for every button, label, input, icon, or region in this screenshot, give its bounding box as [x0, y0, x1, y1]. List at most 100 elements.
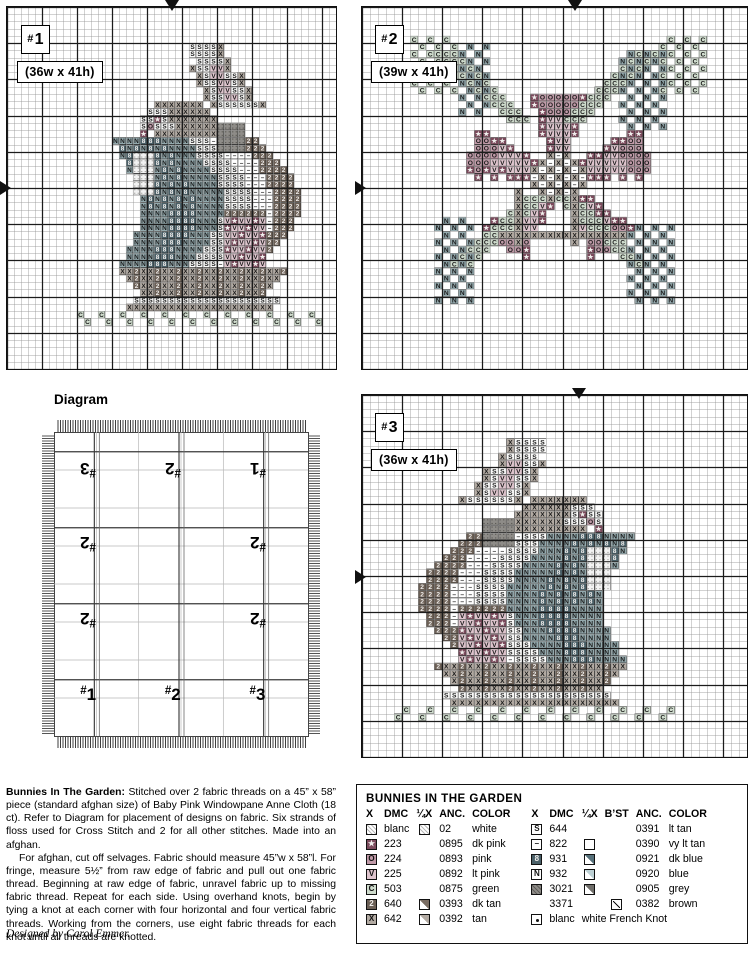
legend-symbol-cell: S	[531, 822, 549, 837]
designer-credit: Designed by Carol Emmer.	[6, 928, 131, 940]
legend-symbol-cell: ★	[366, 837, 384, 852]
chart-panel-1: #1 (36w x 41h)	[6, 6, 337, 370]
legend-color-cell: white	[472, 823, 497, 835]
legend-row: V 225 0892 lt pink	[366, 867, 517, 882]
instructions-para-2: For afghan, cut off selvages. Fabric sho…	[6, 852, 336, 943]
diagram-cell-label: #2	[249, 609, 266, 629]
legend-anchor-cell: 0892	[439, 868, 463, 880]
legend-symbol-cell	[531, 882, 549, 897]
legend-dmc-cell: 3371	[549, 898, 573, 910]
legend-dmc-cell: 224	[384, 853, 402, 865]
legend-row: –822 0390 vy lt tan	[531, 837, 714, 852]
legend-quarter-swatch	[584, 838, 596, 850]
chart-2-left-center-marker	[355, 181, 366, 195]
legend-row: 8 931 0921 dk blue	[531, 852, 714, 867]
legend-anchor-cell: 0391	[635, 823, 660, 835]
legend-table-right: X DMC ¼X B’ST ANC. COLOR S 644 0391 lt tan –822 039…	[531, 808, 714, 927]
diagram-cell-label: #3	[249, 685, 266, 705]
legend-row: ★ 223 0895 dk pink	[366, 837, 517, 852]
legend-row: O 224 0893 pink	[366, 852, 517, 867]
legend-symbol-swatch: S	[531, 823, 543, 835]
diagram-canvas	[36, 414, 326, 754]
legend-dmc-cell: 223	[384, 838, 402, 850]
diagram-fabric: #3 #2 #1 #2 #2 #2 #2 #1 #2 #3	[36, 414, 326, 754]
legend-color-cell: grey	[668, 883, 690, 895]
legend-dmc-cell: 225	[384, 868, 402, 880]
legend-quarter-cell	[582, 882, 605, 897]
legend-anchor-cell: 0875	[439, 883, 463, 895]
legend-quarter-swatch	[418, 898, 430, 910]
legend-row: blanc 02 white	[366, 822, 517, 837]
diagram-cell-label: #1	[80, 685, 97, 705]
legend-symbol-swatch: V	[366, 868, 377, 880]
diagram-cell-label: #2	[80, 533, 97, 553]
legend-symbol-swatch: N	[531, 868, 543, 880]
legend-header-cell: ANC.	[635, 808, 662, 820]
legend-color-cell: dk blue	[668, 853, 703, 865]
legend-header-cell: DMC	[384, 808, 409, 820]
legend-quarter-swatch	[584, 853, 596, 865]
legend-dmc-cell: blanc	[384, 823, 410, 835]
diagram-section: Diagram #3 #2 #1 #2 #2 #2 #2 #1 #2 #3	[36, 392, 336, 760]
legend-quarter-cell	[416, 867, 439, 882]
legend-header-cell: ¼X	[416, 808, 433, 820]
legend-header-cell: B’ST	[604, 808, 629, 820]
legend-symbol-cell: 8	[531, 852, 549, 867]
legend-backstitch-cell	[605, 822, 636, 837]
legend-backstitch-cell	[605, 882, 636, 897]
chart-dimensions-badge-3: (36w x 41h)	[371, 449, 457, 471]
chart-dimensions-badge-1: (36w x 41h)	[17, 61, 103, 83]
instructions-para-1: Bunnies In The Garden: Stitched over 2 f…	[6, 786, 336, 852]
legend-dmc-cell: 822	[549, 838, 568, 850]
diagram-cell-label: #3	[80, 459, 97, 478]
legend-symbol-swatch: 2	[366, 898, 377, 910]
legend-quarter-cell	[416, 822, 439, 837]
legend-symbol-cell: –	[531, 837, 549, 852]
chart-number-badge-2: #2	[375, 25, 404, 54]
legend-symbol-cell: C	[366, 882, 384, 897]
legend-color-cell: vy lt tan	[668, 838, 706, 850]
legend-color-cell: brown	[668, 898, 698, 910]
legend-backstitch-cell	[605, 852, 636, 867]
diagram-title: Diagram	[54, 392, 109, 407]
diagram-cell-label: #2	[164, 685, 181, 705]
legend-symbol-swatch	[366, 823, 377, 835]
legend-symbol-swatch: X	[366, 913, 377, 925]
legend-symbol-cell: O	[366, 852, 384, 867]
legend-symbol-swatch: –	[531, 838, 543, 850]
legend-symbol-swatch: C	[366, 883, 377, 895]
chart-number-badge-3: #3	[375, 413, 404, 442]
instructions-lead-in: Bunnies In The Garden:	[6, 787, 125, 798]
legend-anchor-cell: 0382	[635, 898, 660, 910]
chart-dimensions-badge-2: (39w x 41h)	[371, 61, 457, 83]
legend-dmc-cell: 644	[549, 823, 568, 835]
legend-header-cell: ¼X	[581, 808, 598, 820]
legend-symbol-swatch: 8	[531, 853, 543, 865]
chart-1-left-center-marker	[0, 181, 11, 195]
legend-quarter-cell	[416, 837, 439, 852]
legend-row: C 503 0875 green	[366, 882, 517, 897]
french-knot-label-cell: white French Knot	[581, 913, 668, 925]
legend-symbol-cell: V	[366, 867, 384, 882]
french-knot-icon	[531, 913, 543, 925]
legend-header-cell: DMC	[549, 808, 574, 820]
legend-quarter-cell	[582, 822, 605, 837]
legend-quarter-cell	[416, 882, 439, 897]
legend-dmc-cell: 640	[384, 898, 402, 910]
instructions-text: Bunnies In The Garden: Stitched over 2 f…	[6, 786, 336, 944]
instructions-para-1-body: Stitched over 2 fabric threads on a 45” …	[6, 787, 336, 851]
legend-header-cell: ANC.	[439, 808, 466, 820]
legend-color-cell: green	[472, 883, 500, 895]
diagram-cell-label: #2	[249, 533, 266, 553]
chart-panel-2: #2 (39w x 41h)	[361, 6, 748, 370]
legend-symbol-swatch	[531, 883, 543, 895]
legend-symbol-swatch: ★	[366, 838, 377, 850]
legend-color-cell: pink	[472, 853, 492, 865]
legend-backstitch-cell	[605, 837, 636, 852]
diagram-cell-label: #2	[80, 609, 97, 629]
legend-quarter-swatch	[418, 823, 430, 835]
chart-number-badge-1: #1	[21, 25, 50, 54]
legend-quarter-cell	[416, 897, 439, 912]
legend-dmc-cell: 503	[384, 883, 402, 895]
